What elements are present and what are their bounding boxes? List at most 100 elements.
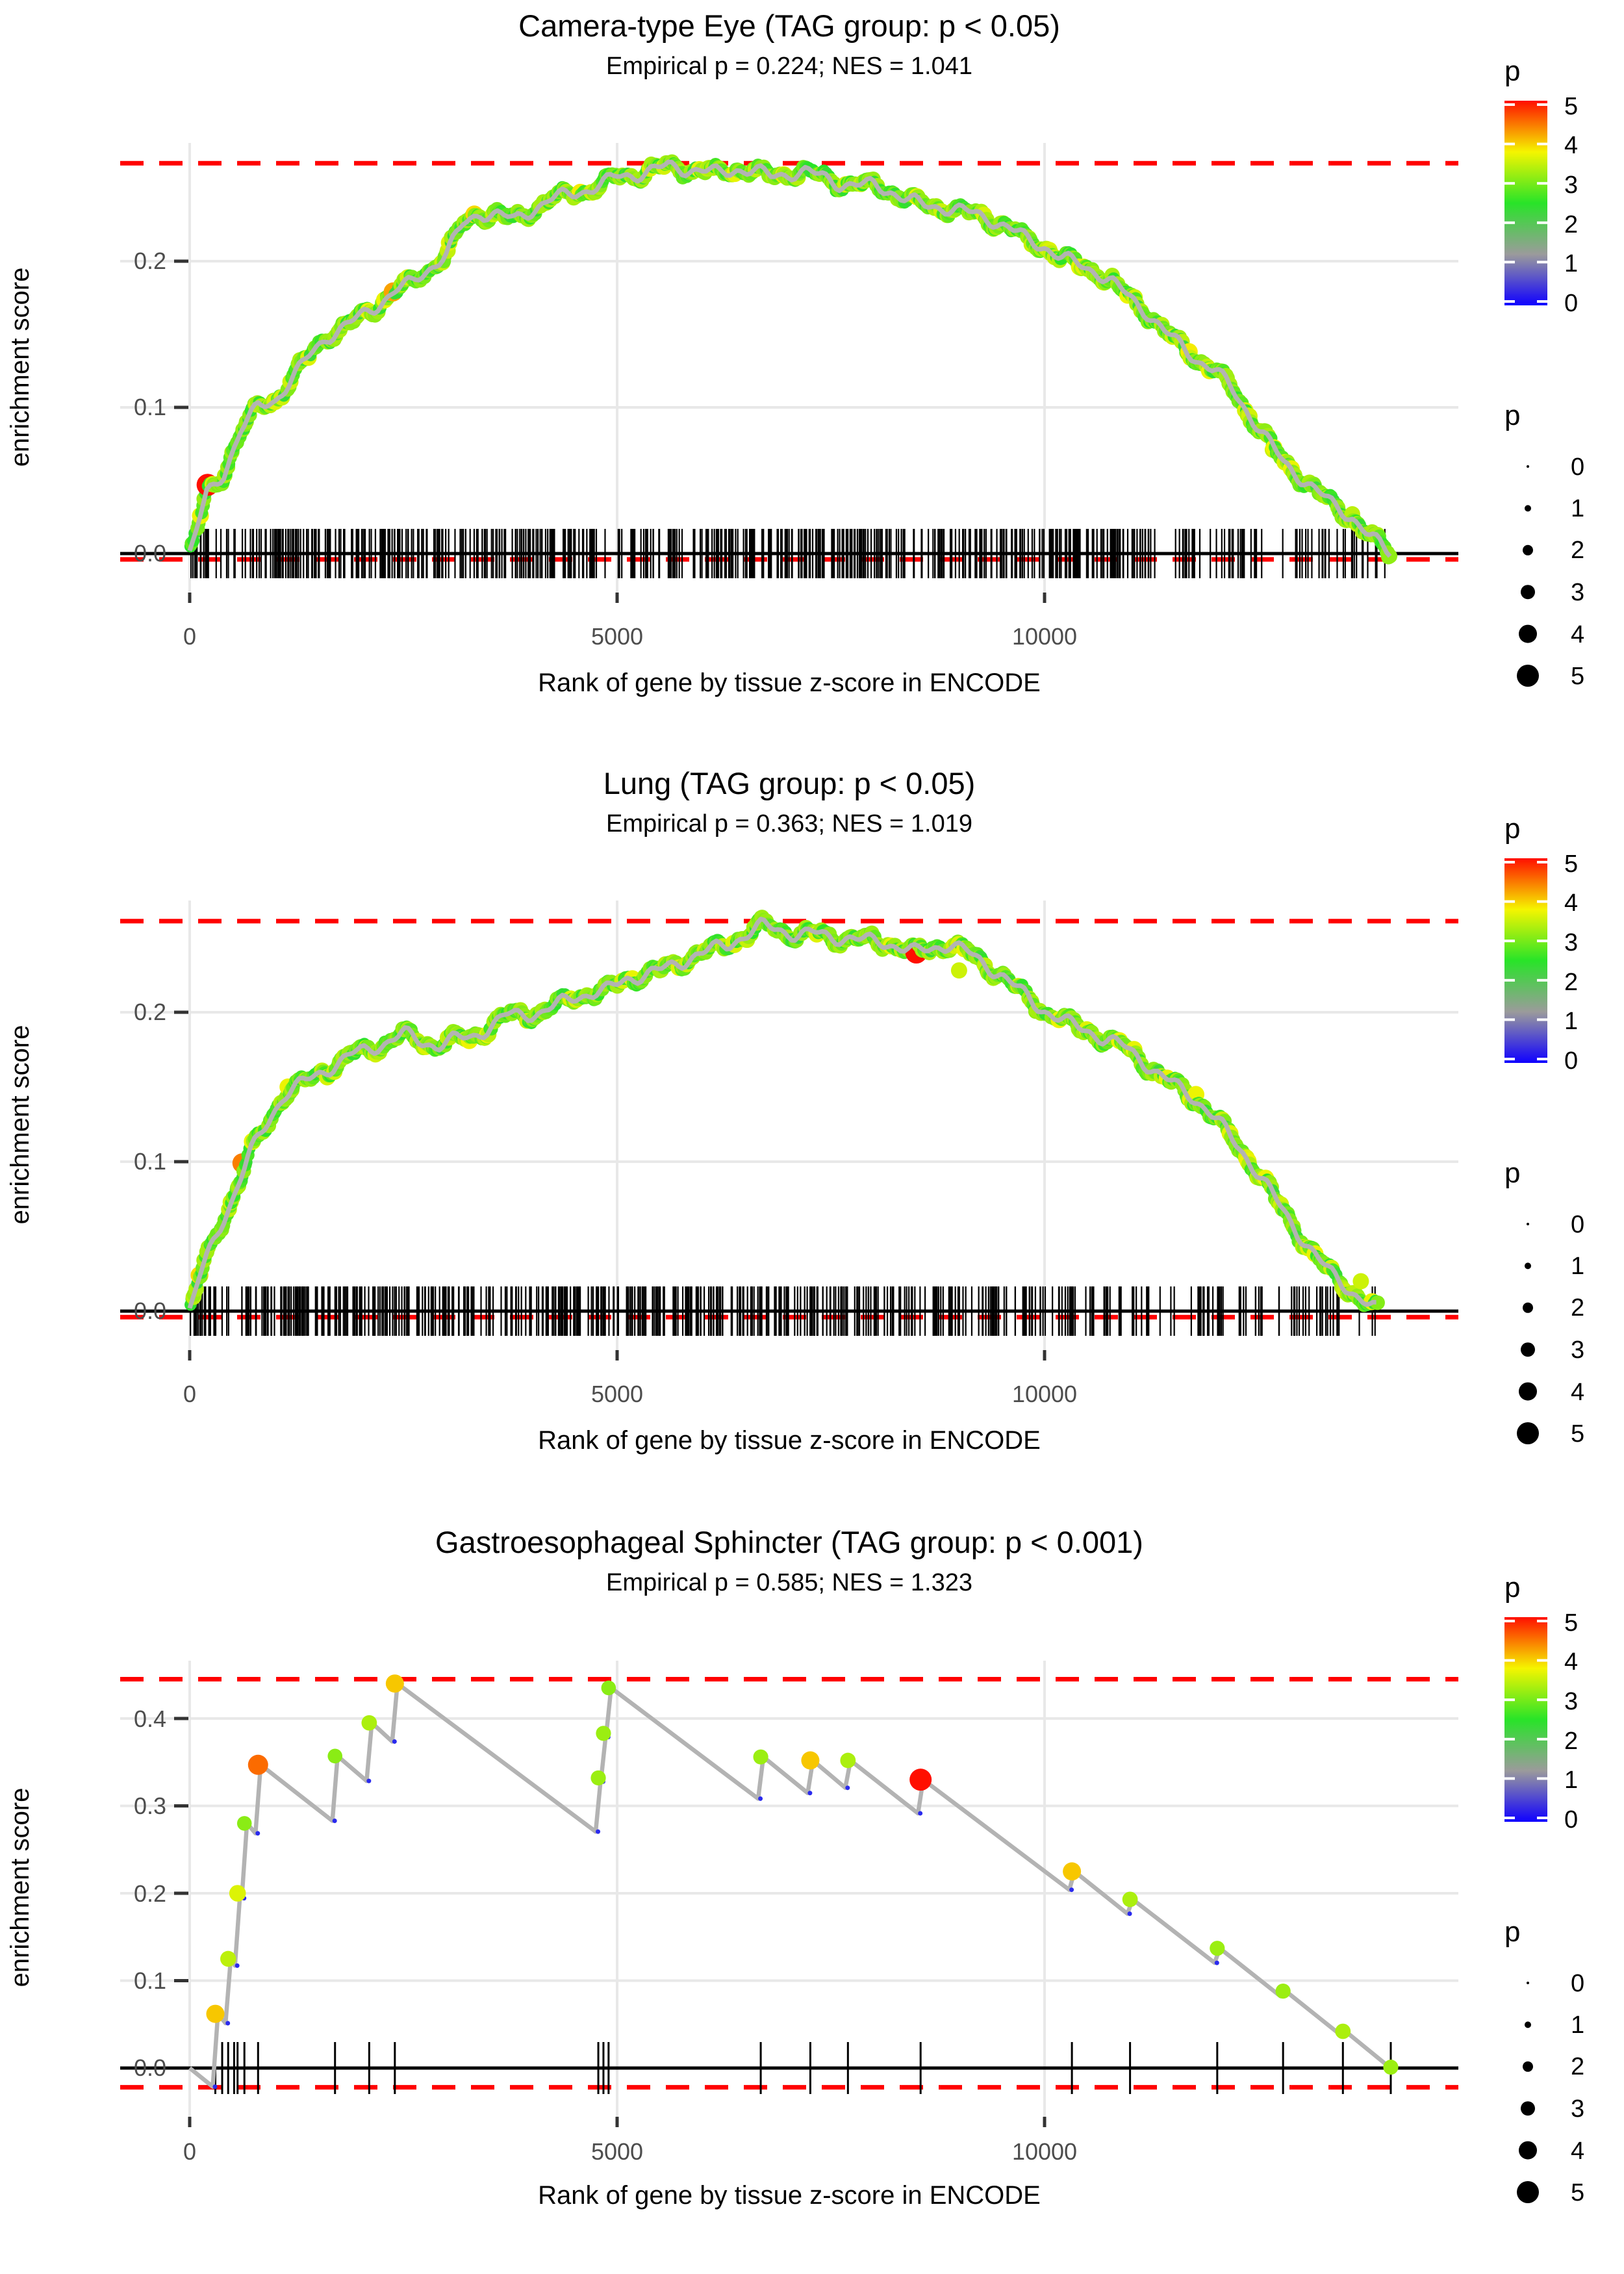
panel-subtitle: Empirical p = 0.363; NES = 1.019 bbox=[606, 810, 972, 837]
colorbar-label: 0 bbox=[1564, 290, 1578, 317]
gene-point-highlight bbox=[1352, 1273, 1369, 1290]
size-legend-label: 0 bbox=[1571, 454, 1584, 481]
enrichment-dots bbox=[184, 154, 1398, 565]
gene-point bbox=[206, 2004, 225, 2023]
x-tick-label: 5000 bbox=[591, 1381, 643, 1407]
colorbar-ticks bbox=[1504, 861, 1547, 1060]
panel-subtitle: Empirical p = 0.224; NES = 1.041 bbox=[606, 53, 972, 80]
y-tick-label: 0.0 bbox=[134, 1297, 166, 1324]
running-es-line bbox=[187, 159, 1392, 558]
dip-point bbox=[1069, 1887, 1074, 1893]
colorbar-label: 4 bbox=[1564, 1648, 1578, 1676]
size-legend-dot bbox=[1517, 665, 1539, 687]
colorbar-label: 1 bbox=[1564, 1767, 1578, 1794]
panel-subtitle: Empirical p = 0.585; NES = 1.323 bbox=[606, 1569, 972, 1596]
size-legend-dot bbox=[1521, 1342, 1535, 1357]
gene-point bbox=[385, 1674, 404, 1693]
y-tick-label: 0.3 bbox=[134, 1793, 166, 1819]
size-legend-dot bbox=[1519, 1382, 1537, 1401]
dip-point bbox=[758, 1796, 763, 1801]
gene-rug bbox=[190, 1286, 1376, 1336]
gene-point bbox=[229, 1885, 246, 1902]
size-legend-label: 1 bbox=[1571, 1253, 1584, 1280]
size-legend-label: 1 bbox=[1571, 2012, 1584, 2039]
running-es-line bbox=[188, 1681, 1394, 2089]
gene-point bbox=[1122, 1891, 1138, 1908]
colorbar bbox=[1504, 101, 1547, 305]
x-tick-label: 0 bbox=[183, 1381, 196, 1407]
dip-point bbox=[1214, 1960, 1219, 1965]
size-legend-label: 5 bbox=[1571, 2179, 1584, 2206]
size-legend-label: 0 bbox=[1571, 1970, 1584, 1997]
x-tick-label: 10000 bbox=[1012, 1381, 1077, 1407]
panel-gastroesophageal-sphincter: Gastroesophageal Sphincter (TAG group: p… bbox=[6, 1525, 1584, 2210]
dip-point bbox=[845, 1785, 850, 1791]
size-legend-label: 2 bbox=[1571, 2053, 1584, 2080]
size-legend-dot bbox=[1527, 465, 1529, 468]
size-legend-label: 4 bbox=[1571, 2138, 1584, 2165]
panel-title: Camera-type Eye (TAG group: p < 0.05) bbox=[518, 8, 1060, 43]
size-legend-dot bbox=[1527, 1982, 1529, 1984]
gene-point bbox=[236, 1816, 252, 1831]
size-legend-dot bbox=[1521, 2101, 1535, 2116]
gene-point bbox=[596, 1726, 611, 1741]
y-axis-title: enrichment score bbox=[6, 1788, 34, 1987]
size-legend-label: 2 bbox=[1571, 1294, 1584, 1322]
dip-point bbox=[212, 2084, 218, 2089]
color-legend-title: p bbox=[1504, 55, 1520, 87]
colorbar-label: 5 bbox=[1564, 93, 1578, 120]
size-legend-dot bbox=[1521, 585, 1535, 600]
size-legend-dot bbox=[1519, 624, 1537, 643]
x-tick-label: 0 bbox=[183, 623, 196, 650]
size-legend-title: p bbox=[1504, 1916, 1520, 1948]
gene-point bbox=[1210, 1941, 1225, 1956]
gene-point bbox=[590, 1770, 606, 1786]
gene-point bbox=[247, 1754, 268, 1775]
size-legend-dot bbox=[1525, 2021, 1531, 2028]
panel-camera-type-eye: Camera-type Eye (TAG group: p < 0.05) Em… bbox=[6, 8, 1584, 697]
dip-point bbox=[918, 1811, 923, 1816]
plot-area-gastroesophageal-sphincter bbox=[120, 1661, 1458, 2127]
colorbar-label: 2 bbox=[1564, 969, 1578, 996]
plot-grid bbox=[120, 1661, 1458, 2117]
size-legend-title: p bbox=[1504, 1157, 1520, 1189]
size-legend: p 0 1 2 3 4 5 bbox=[1504, 400, 1584, 690]
plot-grid bbox=[120, 901, 1458, 1350]
size-legend-dot bbox=[1527, 1223, 1529, 1225]
gene-point bbox=[1063, 1862, 1082, 1881]
size-legend-dot bbox=[1523, 544, 1533, 556]
size-legend-dot bbox=[1517, 2181, 1539, 2203]
dip-point bbox=[255, 1831, 260, 1836]
x-tick-label: 10000 bbox=[1012, 2138, 1077, 2165]
dip-point bbox=[366, 1778, 372, 1783]
y-axis-title: enrichment score bbox=[6, 1025, 34, 1225]
color-legend: p 5 4 3 2 1 0 bbox=[1504, 55, 1578, 317]
panel-title: Gastroesophageal Sphincter (TAG group: p… bbox=[435, 1525, 1143, 1559]
x-tick-label: 10000 bbox=[1012, 623, 1077, 650]
dip-point bbox=[235, 1963, 240, 1968]
colorbar-label: 5 bbox=[1564, 1609, 1578, 1637]
color-legend: p 5 4 3 2 1 0 bbox=[1504, 1572, 1578, 1833]
y-tick-label: 0.2 bbox=[134, 999, 166, 1025]
gene-point bbox=[361, 1715, 377, 1731]
gene-point-highlight bbox=[950, 962, 967, 979]
size-legend-label: 4 bbox=[1571, 1379, 1584, 1406]
panel-lung: Lung (TAG group: p < 0.05) Empirical p =… bbox=[6, 766, 1584, 1455]
plot-grid bbox=[120, 143, 1458, 593]
gene-point bbox=[1383, 2060, 1399, 2075]
x-tick-label: 5000 bbox=[591, 2138, 643, 2165]
plot-area-camera-type-eye bbox=[120, 143, 1458, 603]
x-tick-label: 0 bbox=[183, 2138, 196, 2165]
gene-point bbox=[909, 1769, 932, 1791]
size-legend-label: 3 bbox=[1571, 579, 1584, 606]
gene-point bbox=[753, 1749, 768, 1765]
colorbar-label: 2 bbox=[1564, 211, 1578, 238]
x-tick-label: 5000 bbox=[591, 623, 643, 650]
colorbar-label: 4 bbox=[1564, 889, 1578, 917]
running-es-line bbox=[187, 917, 1377, 1309]
colorbar-label: 3 bbox=[1564, 172, 1578, 199]
colorbar-label: 1 bbox=[1564, 250, 1578, 277]
enrichment-dots bbox=[206, 1674, 1399, 2075]
gene-rug bbox=[190, 529, 1386, 578]
